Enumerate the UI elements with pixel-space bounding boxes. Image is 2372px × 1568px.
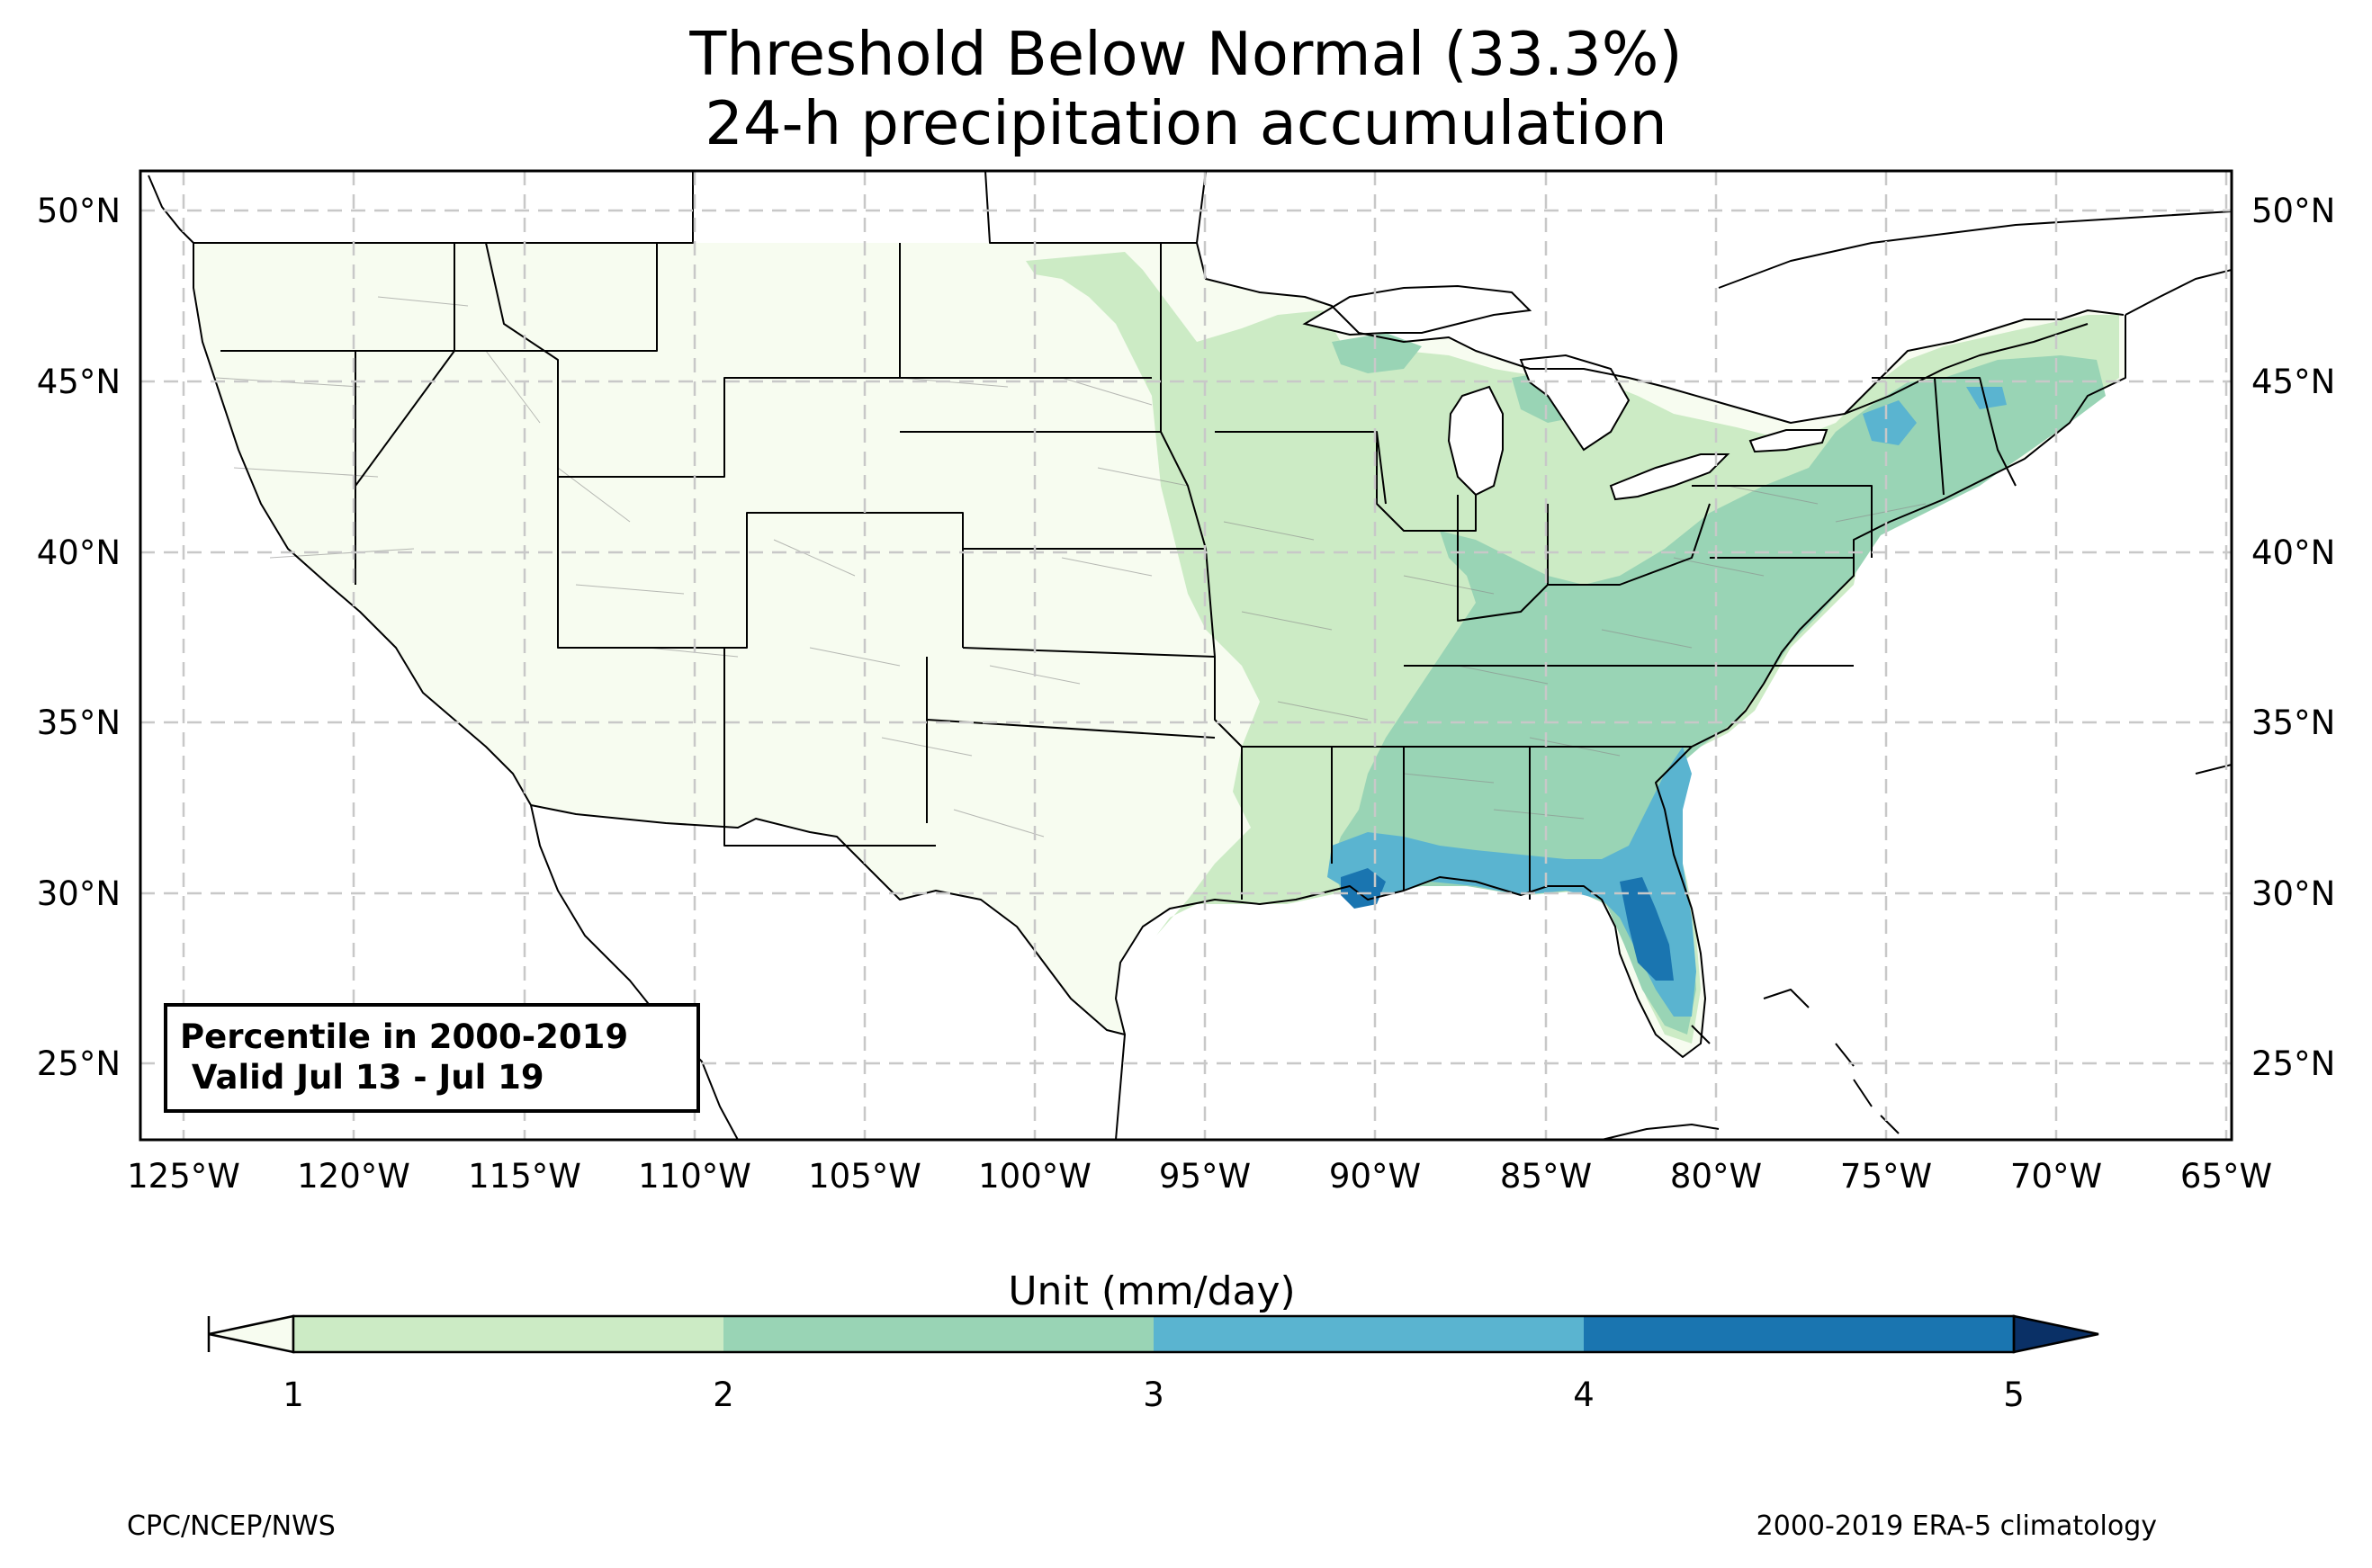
colorbar-bin-2-3 <box>723 1316 1154 1352</box>
precip-3-4-mm-gulf <box>1327 747 1696 1017</box>
lat-tick-label-left: 45°N <box>37 363 121 401</box>
lon-tick-labels: 125°W 120°W 115°W 110°W 105°W 100°W 95°W… <box>127 1157 2272 1196</box>
lat-tick-label-left: 30°N <box>37 874 121 913</box>
lon-tick-label: 120°W <box>297 1157 410 1196</box>
colorbar-bin-4-5 <box>1584 1316 2014 1352</box>
lon-tick-label: 100°W <box>978 1157 1092 1196</box>
colorbar-tick-label: 1 <box>283 1375 304 1414</box>
colorbar-extend-low-arrow <box>208 1314 295 1354</box>
lat-tick-label-left: 35°N <box>37 703 121 742</box>
lat-tick-label-right: 40°N <box>2251 533 2335 572</box>
coastlines <box>148 171 2232 1140</box>
lon-tick-label: 65°W <box>2180 1157 2272 1196</box>
lake-huron <box>1519 354 1631 452</box>
lon-tick-label: 85°W <box>1500 1157 1592 1196</box>
title-line-2: 24-h precipitation accumulation <box>705 88 1667 158</box>
colorbar-label: Unit (mm/day) <box>1008 1268 1295 1314</box>
lon-tick-label: 125°W <box>127 1157 240 1196</box>
lon-tick-label: 90°W <box>1329 1157 1421 1196</box>
lat-tick-label-right: 45°N <box>2251 363 2335 401</box>
credit-left: CPC/NCEP/NWS <box>127 1510 336 1542</box>
lat-tick-labels-right: 25°N 30°N 35°N 40°N 45°N 50°N <box>2251 192 2335 1083</box>
lake-michigan <box>1447 385 1504 497</box>
info-box: Percentile in 2000-2019 Valid Jul 13 - J… <box>164 1003 700 1113</box>
colorbar-tick-label: 5 <box>2003 1375 2025 1414</box>
map-panel[interactable]: Percentile in 2000-2019 Valid Jul 13 - J… <box>140 171 2232 1140</box>
colorbar-outline <box>292 1314 2016 1354</box>
lat-tick-label-left: 50°N <box>37 192 121 230</box>
lon-tick-label: 80°W <box>1670 1157 1762 1196</box>
colorbar-bin-3-4 <box>1154 1316 1584 1352</box>
lat-tick-label-left: 40°N <box>37 533 121 572</box>
lon-tick-label: 110°W <box>638 1157 751 1196</box>
info-box-line-1: Percentile in 2000-2019 <box>180 1017 628 1056</box>
lake-superior <box>1302 284 1532 336</box>
lon-tick-label: 95°W <box>1159 1157 1251 1196</box>
lon-tick-label: 70°W <box>2010 1157 2102 1196</box>
precip-3-4-mm-new-england <box>1966 387 2007 409</box>
state-boundaries <box>220 242 2017 900</box>
lat-tick-label-right: 30°N <box>2251 874 2335 913</box>
map-frame <box>139 169 2233 1142</box>
colorbar-bin-1-2 <box>293 1316 723 1352</box>
colorbar-tick-label: 2 <box>713 1375 734 1414</box>
gridlines <box>140 171 2232 1140</box>
colorbar-extend-high-arrow <box>2012 1314 2099 1354</box>
colorbar-tick-label: 3 <box>1143 1375 1164 1414</box>
precip-4-5-mm-florida <box>1620 877 1674 981</box>
info-box-line-2: Valid Jul 13 - Jul 19 <box>180 1058 544 1097</box>
lat-tick-label-right: 35°N <box>2251 703 2335 742</box>
precip-3-4-mm-northeast <box>1863 400 1917 445</box>
lake-ontario <box>1748 429 1828 453</box>
credit-right: 2000-2019 ERA-5 climatology <box>1757 1510 2157 1542</box>
title-line-1: Threshold Below Normal (33.3%) <box>688 19 1682 89</box>
colorbar-tick-label: 4 <box>1573 1375 1595 1414</box>
colorbar: Unit (mm/day) 1 2 3 4 5 <box>207 1268 2099 1414</box>
precip-2-3-mm-midwest <box>1332 333 1422 373</box>
lon-tick-label: 105°W <box>808 1157 921 1196</box>
lat-tick-label-right: 25°N <box>2251 1044 2335 1083</box>
lat-tick-label-left: 25°N <box>37 1044 121 1083</box>
lat-tick-label-right: 50°N <box>2251 192 2335 230</box>
lon-tick-label: 115°W <box>468 1157 581 1196</box>
lake-erie <box>1609 453 1730 501</box>
lat-tick-labels-left: 25°N 30°N 35°N 40°N 45°N 50°N <box>37 192 121 1083</box>
lon-tick-label: 75°W <box>1840 1157 1932 1196</box>
